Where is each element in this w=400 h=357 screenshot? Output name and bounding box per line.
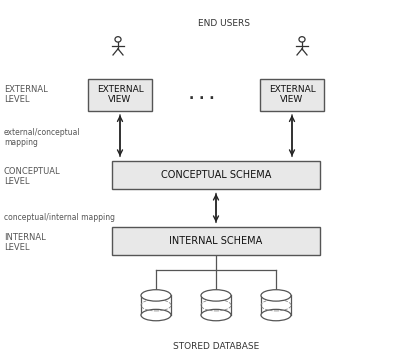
Text: EXTERNAL
VIEW: EXTERNAL VIEW	[97, 85, 143, 104]
Text: conceptual/internal mapping: conceptual/internal mapping	[4, 213, 115, 222]
Text: EXTERNAL
VIEW: EXTERNAL VIEW	[269, 85, 315, 104]
Ellipse shape	[261, 309, 291, 321]
Text: INTERNAL SCHEMA: INTERNAL SCHEMA	[169, 236, 263, 246]
FancyBboxPatch shape	[260, 79, 324, 111]
Ellipse shape	[201, 290, 231, 301]
Text: STORED DATABASE: STORED DATABASE	[173, 342, 259, 351]
FancyBboxPatch shape	[112, 161, 320, 189]
FancyBboxPatch shape	[112, 227, 320, 255]
Ellipse shape	[261, 290, 291, 301]
Text: CONCEPTUAL SCHEMA: CONCEPTUAL SCHEMA	[161, 170, 271, 180]
Ellipse shape	[201, 309, 231, 321]
Text: EXTERNAL
LEVEL: EXTERNAL LEVEL	[4, 85, 48, 104]
Text: INTERNAL
LEVEL: INTERNAL LEVEL	[4, 233, 46, 252]
Ellipse shape	[141, 309, 171, 321]
Text: CONCEPTUAL
LEVEL: CONCEPTUAL LEVEL	[4, 167, 61, 186]
Text: END USERS: END USERS	[198, 19, 250, 28]
Text: external/conceptual
mapping: external/conceptual mapping	[4, 128, 81, 147]
FancyBboxPatch shape	[88, 79, 152, 111]
Ellipse shape	[141, 290, 171, 301]
Text: . . .: . . .	[189, 87, 215, 102]
